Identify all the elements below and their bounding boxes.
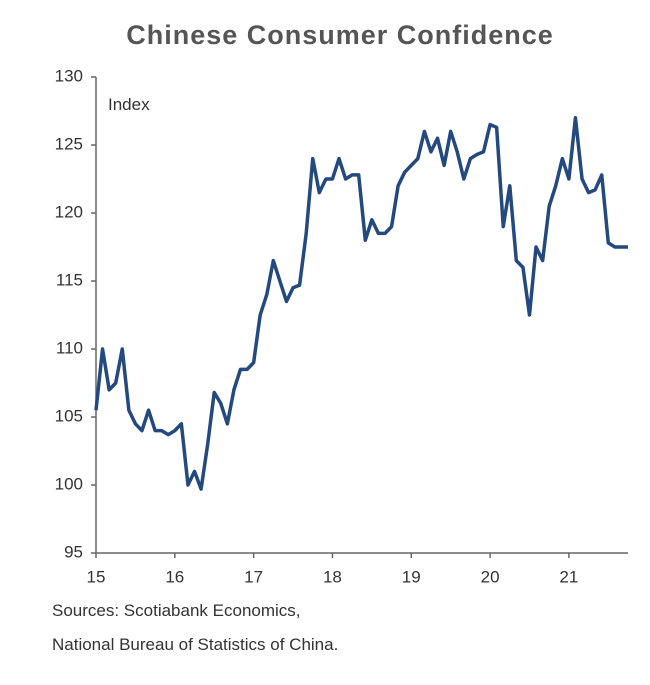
y-tick-label: 100: [55, 474, 83, 493]
y-tick-label: 105: [55, 406, 83, 425]
source-note: Sources: Scotiabank Economics,: [52, 601, 301, 620]
y-tick-label: 130: [55, 66, 83, 85]
x-tick-label: 21: [559, 567, 578, 586]
x-tick-label: 20: [481, 567, 500, 586]
data-line: [94, 116, 628, 491]
y-axis-label: Index: [108, 95, 150, 114]
x-tick-label: 16: [165, 567, 184, 586]
x-tick-label: 15: [87, 567, 106, 586]
y-tick-label: 110: [56, 338, 83, 357]
y-tick-label: 95: [64, 542, 83, 561]
source-note: National Bureau of Statistics of China.: [52, 635, 338, 654]
x-tick-label: 18: [323, 567, 342, 586]
x-tick-label: 19: [402, 567, 421, 586]
x-tick-label: 17: [244, 567, 263, 586]
y-tick-label: 125: [55, 134, 83, 153]
chart-title: Chinese Consumer Confidence: [126, 20, 554, 50]
y-tick-label: 120: [55, 202, 83, 221]
y-tick-label: 115: [56, 270, 83, 289]
